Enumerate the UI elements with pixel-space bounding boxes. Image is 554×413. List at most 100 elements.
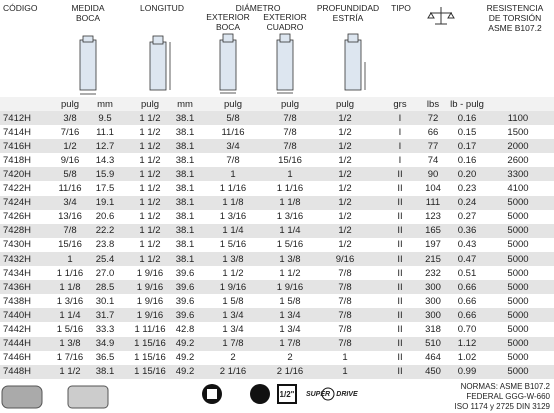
header-label: TIPO bbox=[391, 3, 411, 13]
row-band bbox=[0, 223, 554, 238]
cell: 1 bbox=[342, 352, 348, 364]
cell: 1 1/16 bbox=[276, 183, 304, 194]
cell: 1100 bbox=[507, 112, 529, 124]
header-label: DE TORSIÓN bbox=[488, 13, 542, 23]
code: 7420H bbox=[3, 168, 31, 180]
cell: 38.1 bbox=[175, 112, 195, 124]
cell: 104 bbox=[425, 183, 441, 194]
cell: 1 1/4 bbox=[59, 309, 81, 321]
row-band bbox=[0, 252, 554, 267]
cell: 49.2 bbox=[175, 366, 195, 378]
cell: 1 3/16 bbox=[219, 211, 247, 223]
cell: 1 9/16 bbox=[136, 267, 164, 279]
cell: 232 bbox=[425, 267, 441, 279]
cell: 1/2 bbox=[338, 168, 352, 180]
cell: 1 1/2 bbox=[139, 140, 161, 152]
cell: 111 bbox=[425, 197, 441, 209]
cell: 7/8 bbox=[226, 154, 240, 166]
cell: 15/16 bbox=[278, 154, 302, 166]
cell: 0.47 bbox=[457, 253, 477, 265]
cell: 5000 bbox=[507, 338, 529, 350]
code: 7438H bbox=[3, 295, 31, 307]
cell: 5000 bbox=[507, 197, 529, 209]
cell: 2 1/16 bbox=[276, 366, 304, 378]
cell: 1 5/16 bbox=[276, 239, 304, 251]
cell: 7/8 bbox=[283, 112, 297, 124]
cell: 38.1 bbox=[175, 183, 195, 194]
cell: 7/8 bbox=[283, 140, 297, 152]
cell: 15/16 bbox=[58, 239, 82, 251]
brand: DRIVE bbox=[336, 391, 358, 398]
cell: 1 5/16 bbox=[56, 324, 84, 335]
cell: 38.1 bbox=[175, 253, 195, 265]
cell: 1 15/16 bbox=[134, 352, 166, 364]
cell: 38.1 bbox=[175, 197, 195, 209]
header-label: ASME B107.2 bbox=[488, 23, 542, 33]
cell: 5000 bbox=[507, 239, 529, 251]
header-label: BOCA bbox=[215, 22, 241, 32]
cell: 7/16 bbox=[60, 126, 80, 138]
cell: 0.20 bbox=[457, 168, 477, 180]
cell: 9/16 bbox=[335, 253, 355, 265]
cell: 1/2 bbox=[338, 183, 352, 194]
header-label: CUADRO bbox=[266, 22, 304, 32]
cell: 11/16 bbox=[221, 126, 245, 138]
cell: 300 bbox=[425, 309, 441, 321]
code: 7446H bbox=[3, 352, 31, 364]
cell: 11/16 bbox=[58, 183, 82, 194]
code: 7424H bbox=[3, 197, 31, 209]
cell: 49.2 bbox=[175, 338, 195, 350]
header-label: RESISTENCIA bbox=[486, 3, 544, 13]
cell: 1 15/16 bbox=[134, 366, 166, 378]
cell: 1/2 bbox=[338, 197, 352, 209]
code: 7434H bbox=[3, 267, 31, 279]
cell: 1 1/8 bbox=[59, 281, 81, 293]
brand: SUPER bbox=[305, 391, 331, 398]
cell: 1 9/16 bbox=[219, 281, 247, 293]
cell: 0.16 bbox=[457, 112, 477, 124]
code: 7422H bbox=[3, 183, 31, 194]
unit-label: mm bbox=[97, 99, 113, 110]
header-label: LONGITUD bbox=[140, 3, 184, 13]
row-band bbox=[0, 111, 554, 126]
code: 7414H bbox=[3, 126, 31, 138]
row-band bbox=[0, 139, 554, 154]
cell: 1 1/16 bbox=[56, 267, 84, 279]
cell: 1 3/16 bbox=[56, 295, 84, 307]
code: 7428H bbox=[3, 225, 31, 237]
cell: 39.6 bbox=[175, 309, 195, 321]
cell: 12.7 bbox=[95, 140, 115, 152]
row-band bbox=[0, 336, 554, 351]
code: 7440H bbox=[3, 309, 31, 321]
cell: 1 1/8 bbox=[222, 197, 244, 209]
cell: 0.99 bbox=[457, 366, 477, 378]
cell: II bbox=[397, 183, 403, 194]
cell: 28.5 bbox=[95, 281, 115, 293]
code: 7444H bbox=[3, 338, 31, 350]
unit-label: pulg bbox=[141, 99, 159, 110]
cell: 0.51 bbox=[457, 267, 477, 279]
cell: 1 11/16 bbox=[134, 324, 166, 335]
header-label: CÓDIGO bbox=[3, 3, 38, 13]
cell: 5/8 bbox=[226, 112, 240, 124]
cell: 0.23 bbox=[457, 183, 477, 194]
cell: 1 bbox=[342, 366, 348, 378]
cell: 2600 bbox=[507, 154, 529, 166]
cell: 1 bbox=[230, 168, 236, 180]
cell: 215 bbox=[425, 253, 441, 265]
cell: 33.3 bbox=[95, 324, 115, 335]
code: 7442H bbox=[3, 324, 31, 335]
cell: 38.1 bbox=[175, 154, 195, 166]
cell: 5/8 bbox=[63, 168, 77, 180]
header-label: DIÁMETRO bbox=[235, 3, 281, 13]
unit-label: pulg bbox=[281, 99, 299, 110]
cell: 9.5 bbox=[98, 112, 112, 124]
cell: 0.16 bbox=[457, 154, 477, 166]
cell: 7/8 bbox=[338, 324, 352, 335]
cell: 123 bbox=[425, 211, 441, 223]
cell: 31.7 bbox=[95, 309, 115, 321]
cell: 1 bbox=[67, 253, 73, 265]
cell: II bbox=[397, 267, 403, 279]
cell: 464 bbox=[425, 352, 441, 364]
